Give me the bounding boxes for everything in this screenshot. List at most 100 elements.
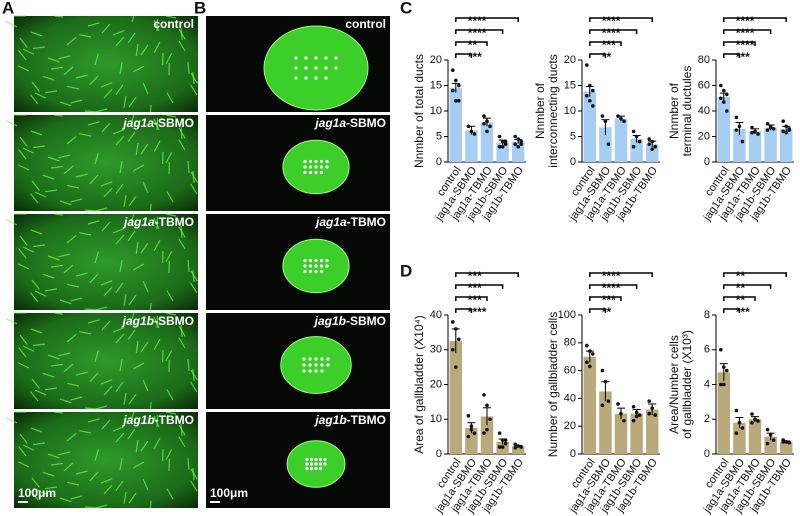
data-point bbox=[606, 399, 611, 403]
duct-texture bbox=[112, 128, 125, 135]
significance-bracket bbox=[455, 29, 504, 34]
cell-marker bbox=[326, 357, 330, 361]
duct-texture bbox=[131, 312, 135, 320]
cell-marker bbox=[294, 56, 298, 60]
duct-texture bbox=[89, 75, 99, 86]
duct-texture bbox=[94, 53, 99, 66]
data-point bbox=[647, 411, 651, 416]
duct-texture bbox=[54, 411, 64, 414]
y-tick-label: 40 bbox=[698, 105, 710, 117]
duct-texture bbox=[47, 453, 60, 459]
significance-label: ** bbox=[736, 269, 746, 283]
duct-texture bbox=[31, 81, 40, 92]
cell-marker bbox=[325, 165, 329, 169]
data-point bbox=[734, 408, 739, 413]
data-point bbox=[750, 130, 754, 135]
cell-marker bbox=[302, 357, 306, 361]
duct-texture bbox=[54, 213, 64, 216]
duct-texture bbox=[178, 436, 186, 448]
data-point bbox=[466, 434, 471, 439]
duct-texture bbox=[79, 430, 92, 434]
data-point bbox=[519, 142, 523, 146]
data-point bbox=[482, 431, 486, 435]
duct-texture bbox=[180, 126, 183, 140]
duct-texture bbox=[95, 306, 108, 311]
data-point bbox=[500, 438, 505, 442]
data-point bbox=[457, 337, 461, 342]
y-tick-label: 4 bbox=[704, 378, 710, 390]
duct-texture bbox=[128, 492, 137, 504]
data-point bbox=[740, 139, 745, 144]
significance-bracket bbox=[455, 41, 488, 46]
duct-texture bbox=[128, 294, 137, 306]
duct-texture bbox=[5, 219, 18, 226]
duct-texture bbox=[95, 108, 108, 113]
data-point bbox=[719, 382, 723, 387]
data-point bbox=[647, 399, 651, 403]
cell-marker bbox=[304, 66, 308, 70]
duct-texture bbox=[166, 389, 174, 401]
significance-bracket bbox=[723, 296, 756, 301]
duct-texture bbox=[30, 490, 39, 501]
duct-texture bbox=[79, 232, 92, 236]
image-label: control bbox=[345, 17, 386, 31]
duct-texture bbox=[187, 160, 190, 174]
bar bbox=[779, 441, 793, 454]
data-point bbox=[497, 445, 502, 449]
duct-texture bbox=[54, 15, 64, 18]
duct-texture bbox=[22, 345, 35, 352]
bar bbox=[645, 409, 659, 454]
duct-texture bbox=[63, 165, 74, 175]
significance-label: ** bbox=[602, 50, 612, 64]
duct-texture bbox=[58, 154, 71, 159]
significance-bracket bbox=[723, 284, 772, 289]
data-point bbox=[631, 144, 636, 149]
duct-texture bbox=[128, 393, 137, 405]
data-point bbox=[616, 402, 620, 406]
significance-bracket bbox=[723, 53, 741, 58]
duct-texture bbox=[50, 363, 63, 367]
duct-texture bbox=[34, 191, 47, 198]
data-point bbox=[482, 121, 486, 126]
data-point bbox=[722, 88, 726, 93]
y-tick-label: 10 bbox=[564, 105, 576, 117]
duct-texture bbox=[187, 358, 190, 372]
duct-texture bbox=[94, 251, 99, 264]
duct-texture bbox=[67, 184, 80, 189]
duct-texture bbox=[30, 328, 43, 334]
data-point bbox=[585, 63, 589, 67]
data-point bbox=[588, 364, 592, 369]
duct-texture bbox=[58, 352, 71, 357]
image-label: jag1b-TBMO bbox=[121, 413, 194, 427]
cell-marker bbox=[302, 369, 306, 373]
bar bbox=[480, 122, 494, 162]
duct-texture bbox=[115, 183, 124, 195]
data-point bbox=[472, 132, 477, 136]
duct-texture bbox=[67, 85, 80, 90]
image-label-gene: jag1a bbox=[122, 215, 155, 229]
data-point bbox=[485, 119, 489, 123]
duct-texture bbox=[30, 193, 39, 204]
duct-texture bbox=[84, 308, 97, 311]
significance-label: *** bbox=[736, 305, 750, 319]
data-point bbox=[781, 129, 785, 134]
cell-marker bbox=[308, 363, 312, 367]
cell-marker bbox=[308, 159, 313, 164]
data-point bbox=[784, 440, 788, 444]
cell-marker bbox=[314, 258, 318, 263]
data-point bbox=[516, 444, 520, 448]
duct-texture bbox=[50, 264, 63, 268]
duct-texture bbox=[115, 333, 125, 344]
data-point bbox=[653, 144, 657, 149]
data-point bbox=[768, 125, 773, 130]
duct-texture bbox=[45, 90, 58, 94]
bar bbox=[717, 96, 731, 162]
cell-marker bbox=[314, 363, 318, 367]
cell-marker bbox=[308, 369, 312, 373]
significance-label: ** bbox=[602, 305, 612, 319]
cell-marker bbox=[318, 466, 323, 471]
y-axis-label: of gallbladder (X10³) bbox=[680, 330, 694, 439]
y-tick-label: 5 bbox=[570, 130, 576, 142]
cell-marker bbox=[320, 357, 324, 361]
bar bbox=[449, 341, 463, 454]
